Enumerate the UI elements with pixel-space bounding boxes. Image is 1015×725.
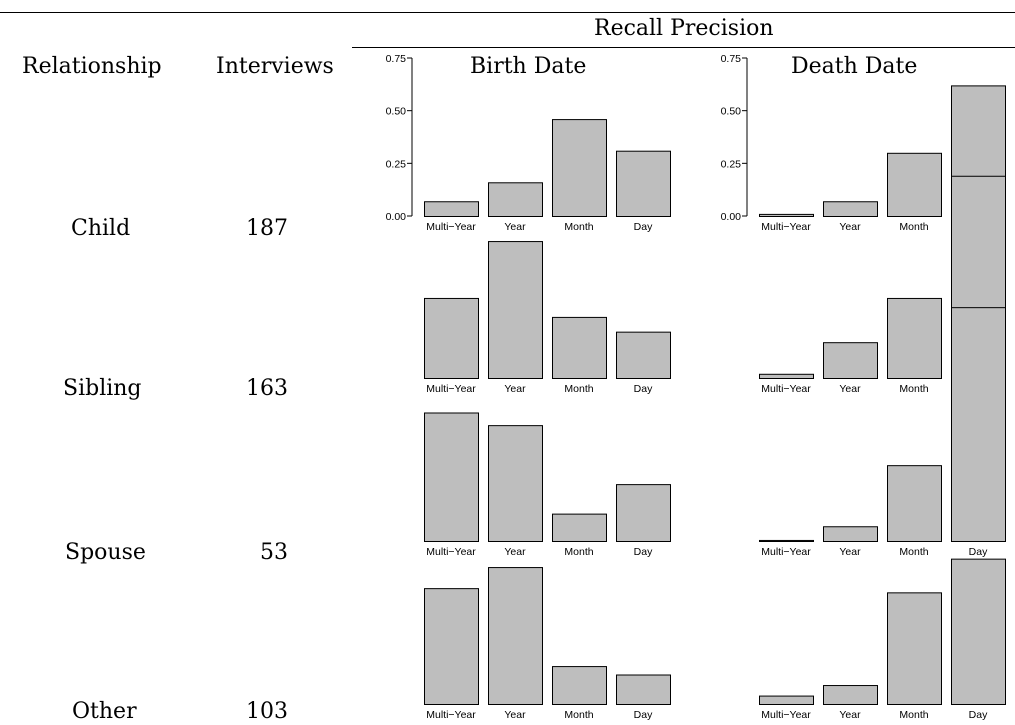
category-label-spouse-death-date-0: Multi−Year bbox=[761, 546, 811, 558]
birth-date-column-header: Birth Date bbox=[470, 54, 587, 79]
bar-other-death-date-1 bbox=[823, 685, 878, 705]
recall-precision-header: Recall Precision bbox=[594, 16, 774, 41]
recall-precision-rule bbox=[352, 47, 1015, 48]
y-tick-label-child-death-date-3: 0.75 bbox=[721, 53, 742, 65]
category-label-sibling-birth-date-0: Multi−Year bbox=[426, 383, 476, 395]
bar-sibling-birth-date-0 bbox=[424, 297, 479, 379]
bar-other-death-date-3 bbox=[951, 558, 1006, 706]
category-label-child-death-date-2: Month bbox=[899, 221, 928, 233]
category-label-spouse-birth-date-1: Year bbox=[504, 546, 526, 558]
category-label-child-death-date-0: Multi−Year bbox=[761, 221, 811, 233]
bar-spouse-death-date-2 bbox=[887, 465, 942, 542]
interviews-spouse: 53 bbox=[260, 540, 288, 565]
category-label-child-birth-date-2: Month bbox=[564, 221, 593, 233]
y-tick-label-child-birth-date-1: 0.25 bbox=[386, 158, 407, 170]
bar-spouse-birth-date-2 bbox=[552, 513, 607, 543]
interviews-sibling: 163 bbox=[246, 376, 288, 401]
category-label-other-birth-date-3: Day bbox=[634, 709, 653, 721]
y-tick-label-child-death-date-0: 0.00 bbox=[721, 211, 742, 223]
top-rule bbox=[0, 12, 1015, 13]
category-label-child-birth-date-0: Multi−Year bbox=[426, 221, 476, 233]
bar-sibling-birth-date-2 bbox=[552, 316, 607, 380]
relationship-sibling: Sibling bbox=[63, 376, 142, 401]
bar-other-death-date-2 bbox=[887, 592, 942, 706]
relationship-spouse: Spouse bbox=[65, 540, 146, 565]
y-tick-label-child-birth-date-0: 0.00 bbox=[386, 211, 407, 223]
relationship-column-header: Relationship bbox=[22, 54, 162, 79]
category-label-sibling-birth-date-1: Year bbox=[504, 383, 526, 395]
bar-other-birth-date-2 bbox=[552, 666, 607, 706]
relationship-child: Child bbox=[71, 216, 131, 241]
category-label-spouse-death-date-3: Day bbox=[969, 546, 988, 558]
bar-sibling-death-date-0 bbox=[759, 373, 814, 379]
bar-spouse-birth-date-0 bbox=[424, 412, 479, 543]
bar-other-birth-date-1 bbox=[488, 567, 543, 705]
category-label-other-birth-date-0: Multi−Year bbox=[426, 709, 476, 721]
bar-sibling-birth-date-1 bbox=[488, 241, 543, 379]
bar-child-birth-date-1 bbox=[488, 182, 543, 217]
relationship-other: Other bbox=[72, 699, 137, 724]
death-date-column-header: Death Date bbox=[791, 54, 918, 79]
category-label-other-death-date-0: Multi−Year bbox=[761, 709, 811, 721]
category-label-sibling-death-date-1: Year bbox=[839, 383, 861, 395]
bar-child-death-date-2 bbox=[887, 152, 942, 218]
y-tick-label-child-death-date-2: 0.50 bbox=[721, 106, 742, 118]
category-label-child-birth-date-3: Day bbox=[634, 221, 653, 233]
category-label-spouse-birth-date-3: Day bbox=[634, 546, 653, 558]
bar-child-death-date-0 bbox=[759, 213, 814, 217]
interviews-child: 187 bbox=[246, 216, 288, 241]
bar-child-birth-date-2 bbox=[552, 119, 607, 217]
category-label-spouse-birth-date-0: Multi−Year bbox=[426, 546, 476, 558]
bar-spouse-death-date-3 bbox=[951, 307, 1006, 542]
category-label-other-death-date-3: Day bbox=[969, 709, 988, 721]
bar-other-death-date-0 bbox=[759, 695, 814, 705]
category-label-sibling-birth-date-2: Month bbox=[564, 383, 593, 395]
bar-child-death-date-1 bbox=[823, 201, 878, 217]
bar-spouse-birth-date-3 bbox=[616, 484, 671, 542]
category-label-spouse-death-date-2: Month bbox=[899, 546, 928, 558]
bar-other-birth-date-0 bbox=[424, 588, 479, 706]
bar-sibling-death-date-1 bbox=[823, 342, 878, 380]
bar-spouse-death-date-0 bbox=[759, 539, 814, 542]
bar-sibling-death-date-2 bbox=[887, 297, 942, 379]
bar-spouse-birth-date-1 bbox=[488, 425, 543, 542]
bar-other-birth-date-3 bbox=[616, 674, 671, 705]
category-label-sibling-birth-date-3: Day bbox=[634, 383, 653, 395]
bar-child-birth-date-3 bbox=[616, 150, 671, 217]
category-label-spouse-death-date-1: Year bbox=[839, 546, 861, 558]
interviews-column-header: Interviews bbox=[216, 54, 334, 79]
y-tick-label-child-birth-date-3: 0.75 bbox=[386, 53, 407, 65]
y-tick-label-child-birth-date-2: 0.50 bbox=[386, 106, 407, 118]
y-tick-label-child-death-date-1: 0.25 bbox=[721, 158, 742, 170]
category-label-child-death-date-1: Year bbox=[839, 221, 861, 233]
category-label-child-birth-date-1: Year bbox=[504, 221, 526, 233]
category-label-spouse-birth-date-2: Month bbox=[564, 546, 593, 558]
bar-child-birth-date-0 bbox=[424, 201, 479, 217]
category-label-other-death-date-1: Year bbox=[839, 709, 861, 721]
category-label-other-birth-date-1: Year bbox=[504, 709, 526, 721]
category-label-other-death-date-2: Month bbox=[899, 709, 928, 721]
bar-sibling-birth-date-3 bbox=[616, 331, 671, 379]
bar-spouse-death-date-1 bbox=[823, 526, 878, 543]
category-label-other-birth-date-2: Month bbox=[564, 709, 593, 721]
category-label-sibling-death-date-2: Month bbox=[899, 383, 928, 395]
interviews-other: 103 bbox=[246, 699, 288, 724]
category-label-sibling-death-date-0: Multi−Year bbox=[761, 383, 811, 395]
